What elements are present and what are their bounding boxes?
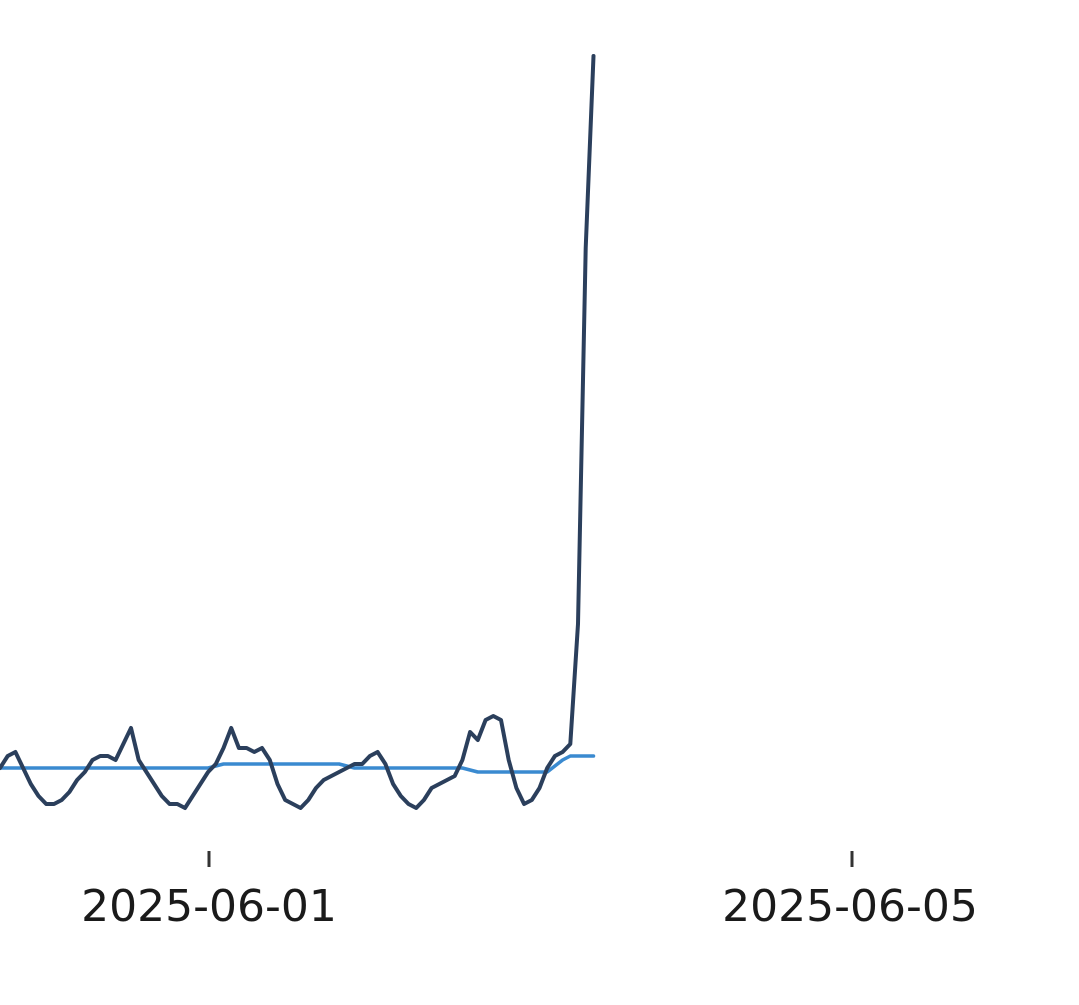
series-line-primary bbox=[0, 54, 596, 810]
x-tick-label-1: 2025-06-05 bbox=[722, 881, 978, 932]
series-layer bbox=[0, 54, 596, 810]
x-axis: 2025-06-01 2025-06-05 bbox=[81, 851, 978, 932]
x-tick-label-0: 2025-06-01 bbox=[81, 881, 337, 932]
